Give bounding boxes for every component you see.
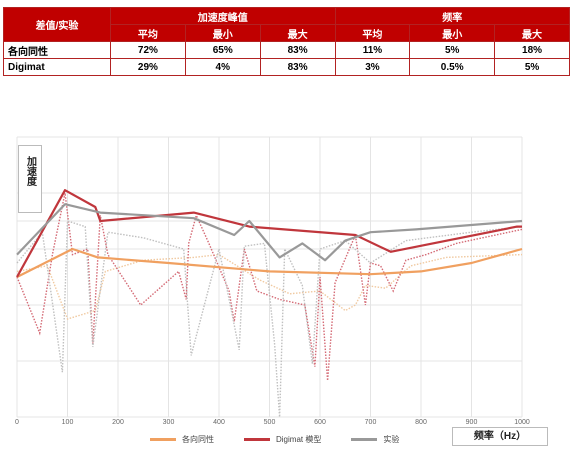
legend-label: Digimat 模型 <box>276 435 322 444</box>
table-cell: 72% <box>110 41 186 59</box>
chart-legend: 各向同性 Digimat 模型 实验 <box>150 434 399 445</box>
legend-label: 各向同性 <box>182 435 214 444</box>
subheader: 平均 <box>110 24 186 42</box>
table-cell: 0.5% <box>409 58 496 76</box>
table-cell: 5% <box>409 41 496 59</box>
row-label: 各向同性 <box>3 41 111 59</box>
x-tick-label: 1000 <box>514 419 530 425</box>
subheader: 最小 <box>184 24 261 42</box>
x-axis-label: 频率（Hz） <box>452 427 548 446</box>
background-curve <box>16 253 523 320</box>
subheader: 平均 <box>334 24 411 42</box>
table-cell: 11% <box>334 41 411 59</box>
corner-header: 差值/实验 <box>3 7 111 42</box>
x-tick-label: 700 <box>365 419 377 425</box>
x-tick-label: 500 <box>264 419 276 425</box>
series-line <box>16 203 523 262</box>
frequency-response-chart: 0 100 200 300 400 500 600 700 800 900 1000 <box>15 136 530 425</box>
x-tick-label: 600 <box>314 419 326 425</box>
table-row: 各向同性 72% 65% 83% 11% 5% 18% <box>3 41 570 59</box>
chart-grid <box>16 136 523 418</box>
series-line <box>16 247 523 278</box>
table-cell: 18% <box>494 41 570 59</box>
subheader: 最小 <box>409 24 496 42</box>
main-series <box>16 189 523 278</box>
series-line <box>16 189 522 278</box>
group-header-accel: 加速度峰值 <box>110 7 336 25</box>
subheader: 最大 <box>259 24 336 42</box>
table-row: Digimat 29% 4% 83% 3% 0.5% 5% <box>3 58 570 76</box>
x-tick-label: 900 <box>466 419 478 425</box>
table-cell: 65% <box>184 41 261 59</box>
table-cell: 4% <box>184 58 261 76</box>
table-header-row: 差值/实验 加速度峰值 频率 <box>3 7 571 42</box>
legend-label: 实验 <box>383 435 400 444</box>
table-cell: 29% <box>110 58 186 76</box>
x-tick-labels: 0 100 200 300 400 500 600 700 800 900 1000 <box>15 419 530 425</box>
y-axis-label: 加速度 <box>24 156 36 186</box>
background-curve <box>16 192 523 381</box>
legend-item: 实验 <box>351 434 399 445</box>
y-axis-label-box: 加速度 <box>18 145 42 213</box>
background-curves <box>16 192 523 418</box>
table-cell: 5% <box>494 58 570 76</box>
x-tick-label: 100 <box>62 419 74 425</box>
legend-item: Digimat 模型 <box>244 434 321 445</box>
background-curve <box>16 220 523 418</box>
x-tick-label: 800 <box>415 419 427 425</box>
legend-item: 各向同性 <box>150 434 214 445</box>
table-cell: 83% <box>259 41 336 59</box>
legend-swatch <box>150 438 176 441</box>
legend-swatch <box>244 438 270 441</box>
comparison-table: 差值/实验 加速度峰值 频率 平均 最小 最大 平均 最小 最大 各向同性 72… <box>3 7 571 76</box>
table-cell: 3% <box>334 58 411 76</box>
group-header-freq: 频率 <box>334 7 571 25</box>
x-tick-label: 400 <box>213 419 225 425</box>
table-cell: 83% <box>259 58 336 76</box>
x-tick-label: 300 <box>163 419 175 425</box>
x-tick-label: 0 <box>15 419 19 425</box>
x-tick-label: 200 <box>112 419 124 425</box>
subheader: 最大 <box>494 24 570 42</box>
legend-swatch <box>351 438 378 441</box>
row-label: Digimat <box>3 58 111 76</box>
